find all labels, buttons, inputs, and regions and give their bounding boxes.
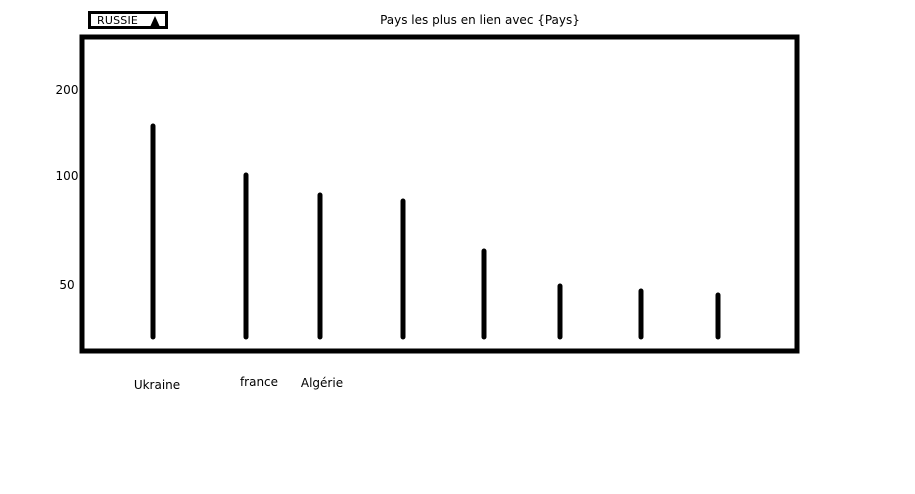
chart-title: Pays les plus en lien avec {Pays} xyxy=(380,13,580,27)
x-category-label: Algérie xyxy=(301,376,343,390)
y-tick-label: 50 xyxy=(59,278,74,292)
country-dropdown[interactable]: RUSSIE xyxy=(88,11,168,29)
dropdown-arrow-icon xyxy=(150,16,160,27)
y-tick-label: 100 xyxy=(56,169,79,183)
country-dropdown-value: RUSSIE xyxy=(97,13,139,27)
plot-area-frame xyxy=(79,34,800,354)
x-category-label: france xyxy=(240,375,278,389)
y-tick-label: 200 xyxy=(56,83,79,97)
bars xyxy=(150,123,721,340)
y-axis-ticks: 200 100 50 xyxy=(56,83,79,292)
x-category-label: Ukraine xyxy=(134,378,180,392)
x-axis-labels: Ukraine france Algérie xyxy=(134,375,343,392)
